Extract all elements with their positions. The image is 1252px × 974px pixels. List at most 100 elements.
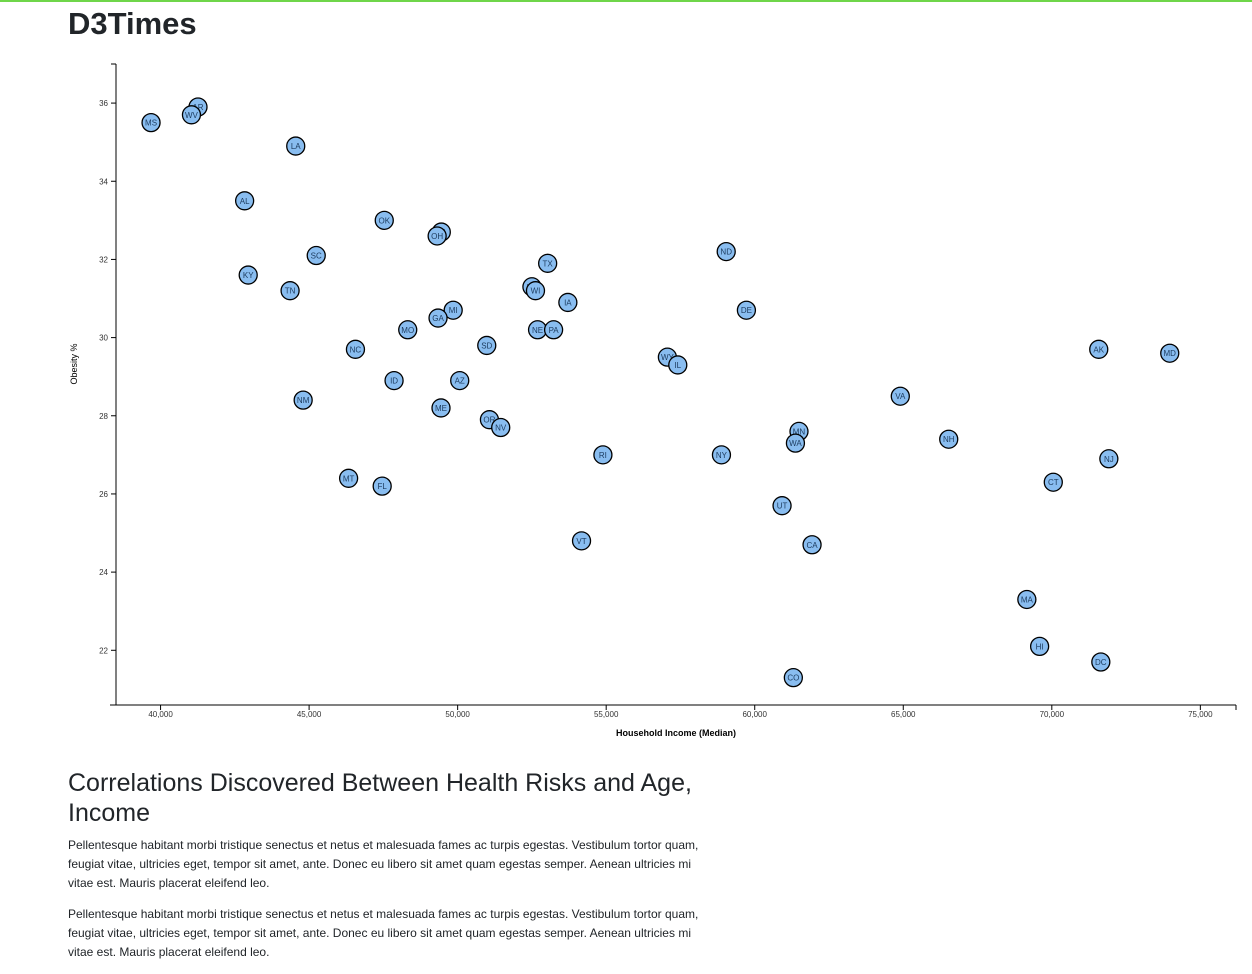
data-point-circle <box>384 370 404 391</box>
data-point-circle <box>398 320 418 340</box>
data-point-circle <box>306 245 326 266</box>
data-point-fl: FL <box>372 476 392 496</box>
data-point-circle <box>802 535 822 555</box>
data-point-label: OH <box>431 232 443 241</box>
data-point-label: OR <box>483 416 495 425</box>
data-point-hi: HI <box>1029 636 1050 657</box>
data-point-label: MO <box>401 326 414 335</box>
data-point-nm: NM <box>293 390 313 410</box>
data-point-label: NV <box>495 423 507 432</box>
data-point-circle <box>428 308 448 328</box>
data-point-ky: KY <box>238 265 258 285</box>
data-point-sd: SD <box>477 335 497 356</box>
data-point-circle <box>1029 636 1050 657</box>
data-point-circle <box>711 445 732 465</box>
x-tick-label: 55,000 <box>594 710 619 719</box>
data-point-label: AL <box>240 197 250 206</box>
data-point-label: MT <box>343 474 355 483</box>
x-tick-label: 40,000 <box>148 710 173 719</box>
data-point-circle <box>1089 339 1109 359</box>
x-tick-label: 50,000 <box>445 710 470 719</box>
data-point-circle <box>293 390 313 410</box>
data-point-circle <box>345 339 366 359</box>
data-point-mi: MI <box>443 300 463 320</box>
data-point-label: MI <box>449 306 458 315</box>
data-point-circle <box>477 335 497 356</box>
data-point-circle <box>939 429 959 449</box>
data-point-label: GA <box>432 314 444 323</box>
data-point-me: ME <box>431 398 451 418</box>
data-point-label: KY <box>243 271 254 280</box>
data-point-label: MA <box>1021 595 1034 604</box>
data-point-label: DC <box>1095 658 1107 667</box>
data-point-circle <box>772 496 792 516</box>
article-paragraph-2: Pellentesque habitant morbi tristique se… <box>68 907 699 959</box>
data-point-circle <box>558 292 578 313</box>
data-point-sc: SC <box>306 245 326 266</box>
data-point-label: CA <box>807 541 819 550</box>
y-tick-label: 24 <box>99 568 108 577</box>
data-point-circle <box>338 468 359 488</box>
data-point-label: OK <box>378 216 390 225</box>
data-points: MSARWVLAALOKINOHSCKYTNNDTXKSWIIADEMIGAMO… <box>141 97 1180 688</box>
data-point-label: MN <box>793 427 806 436</box>
data-point-dc: DC <box>1091 652 1111 672</box>
data-point-label: NM <box>297 396 310 405</box>
data-point-ia: IA <box>558 292 578 313</box>
data-point-circle <box>181 105 202 125</box>
data-point-circle <box>716 241 736 262</box>
data-point-label: FL <box>378 482 388 491</box>
x-axis-title: Household Income (Median) <box>616 728 736 738</box>
article: Correlations Discovered Between Health R… <box>68 768 718 974</box>
data-point-circle <box>431 398 451 418</box>
data-point-circle <box>1099 449 1119 469</box>
data-point-label: NJ <box>1104 455 1114 464</box>
data-point-ca: CA <box>802 535 822 555</box>
data-point-ne: NE <box>527 320 548 340</box>
y-tick-label: 36 <box>99 99 108 108</box>
data-point-nj: NJ <box>1099 449 1119 469</box>
data-point-circle <box>280 281 300 301</box>
y-tick-label: 28 <box>99 412 108 421</box>
data-point-circle <box>141 112 161 133</box>
data-point-label: VT <box>576 537 586 546</box>
data-point-label: MS <box>145 119 157 128</box>
data-point-circle <box>571 531 592 551</box>
article-heading: Correlations Discovered Between Health R… <box>68 769 692 827</box>
data-point-circle <box>525 281 546 301</box>
data-point-tn: TN <box>280 281 300 301</box>
x-tick-label: 45,000 <box>297 710 322 719</box>
data-point-label: IL <box>674 361 681 370</box>
data-point-il: IL <box>668 355 688 375</box>
data-point-circle <box>1043 472 1063 492</box>
data-point-va: VA <box>890 386 910 406</box>
data-point-wi: WI <box>525 281 546 301</box>
data-point-label: PA <box>549 326 560 335</box>
data-point-label: NE <box>532 326 543 335</box>
data-point-nc: NC <box>345 339 366 359</box>
data-point-circle <box>372 476 392 496</box>
data-point-mo: MO <box>398 320 418 340</box>
data-point-ut: UT <box>772 496 792 516</box>
data-point-label: WV <box>185 111 199 120</box>
data-point-circle <box>1160 343 1180 363</box>
data-point-circle <box>785 433 806 453</box>
data-point-ct: CT <box>1043 472 1063 492</box>
data-point-label: VA <box>895 392 906 401</box>
article-paragraph-1: Pellentesque habitant morbi tristique se… <box>68 838 699 890</box>
data-point-circle <box>543 320 564 340</box>
data-point-circle <box>443 300 463 320</box>
data-point-label: TX <box>543 259 554 268</box>
data-point-wv: WV <box>181 105 202 125</box>
data-point-label: WY <box>661 353 675 362</box>
data-point-ak: AK <box>1089 339 1109 359</box>
data-point-circle <box>286 136 306 156</box>
x-tick-label: 70,000 <box>1040 710 1065 719</box>
data-point-ny: NY <box>711 445 732 465</box>
page-title: D3Times <box>68 6 197 41</box>
data-point-co: CO <box>783 667 803 688</box>
data-point-la: LA <box>286 136 306 156</box>
data-point-nv: NV <box>491 417 511 438</box>
data-point-circle <box>427 226 447 246</box>
data-point-label: AR <box>192 103 203 112</box>
